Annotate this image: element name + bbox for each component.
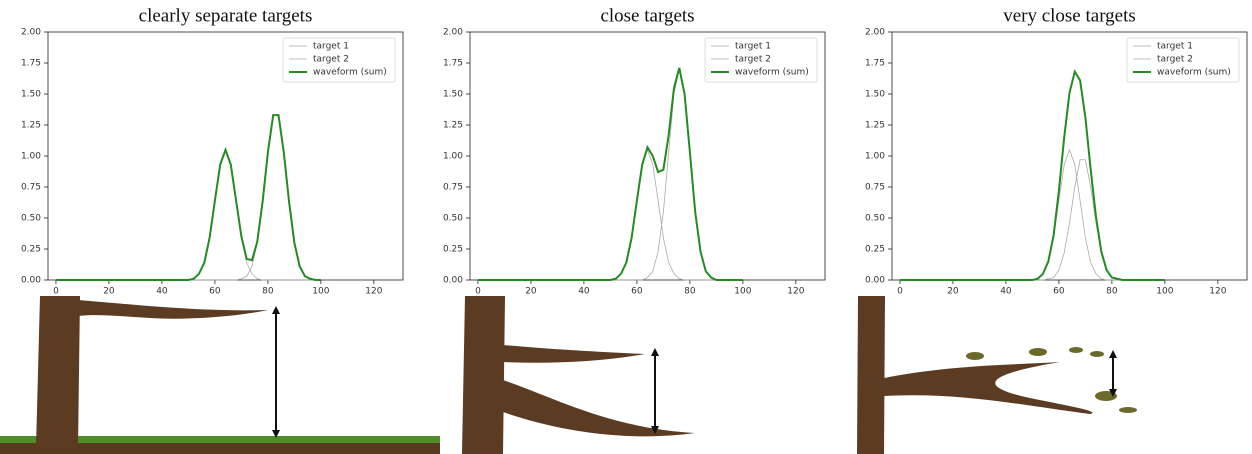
y-tick-label: 0.00 xyxy=(443,276,463,286)
leaf xyxy=(1069,347,1083,353)
x-tick-label: 80 xyxy=(684,287,696,297)
y-tick-label: 2.00 xyxy=(865,28,885,38)
chart: very close targets 0.00 0.25 0.50 0.75 1.00 1.… xyxy=(865,5,1248,297)
y-tick-label: 1.00 xyxy=(865,152,885,162)
legend-label: target 1 xyxy=(1157,42,1193,52)
x-tick-label: 0 xyxy=(53,287,59,297)
y-tick-label: 2.00 xyxy=(443,28,463,38)
illustration-close xyxy=(462,296,695,454)
leaf xyxy=(966,352,984,360)
y-tick-label: 1.25 xyxy=(21,121,41,131)
y-tick-label: 1.25 xyxy=(443,121,463,131)
x-tick-label: 80 xyxy=(262,287,274,297)
series-line xyxy=(899,159,1165,281)
series-line xyxy=(477,69,743,281)
x-tick-label: 0 xyxy=(897,287,903,297)
leaf xyxy=(1119,407,1137,413)
y-tick-label: 1.00 xyxy=(443,152,463,162)
illustration-separate xyxy=(0,296,440,454)
x-tick-label: 100 xyxy=(312,287,329,297)
y-tick-label: 0.00 xyxy=(21,276,41,286)
legend-label: target 2 xyxy=(313,55,349,65)
leaf xyxy=(1090,351,1104,357)
legend-label: waveform (sum) xyxy=(1157,68,1231,78)
x-tick-label: 120 xyxy=(1209,287,1226,297)
y-tick-label: 1.50 xyxy=(865,90,885,100)
x-tick-label: 120 xyxy=(365,287,382,297)
trunk xyxy=(36,296,80,448)
y-tick-label: 1.00 xyxy=(21,152,41,162)
legend-label: waveform (sum) xyxy=(735,68,809,78)
x-tick-label: 100 xyxy=(1156,287,1173,297)
branch xyxy=(78,300,268,319)
x-tick-label: 20 xyxy=(947,287,959,297)
y-tick-label: 2.00 xyxy=(21,28,41,38)
trunk xyxy=(857,296,885,454)
y-tick-label: 0.00 xyxy=(865,276,885,286)
x-tick-label: 40 xyxy=(578,287,590,297)
series-line xyxy=(477,67,743,281)
chart: close targets 0.00 0.25 0.50 0.75 1.00 1.25 1.5… xyxy=(443,5,826,297)
series-line xyxy=(899,148,1165,281)
x-tick-label: 20 xyxy=(103,287,115,297)
y-tick-label: 0.25 xyxy=(21,245,41,255)
y-tick-label: 0.50 xyxy=(865,214,885,224)
chart-title: clearly separate targets xyxy=(139,5,313,26)
y-tick-label: 0.50 xyxy=(21,214,41,224)
y-tick-label: 1.75 xyxy=(21,59,41,69)
x-tick-label: 40 xyxy=(156,287,168,297)
y-tick-label: 0.75 xyxy=(865,183,885,193)
legend-box xyxy=(282,37,396,83)
x-tick-label: 80 xyxy=(1106,287,1118,297)
legend-label: waveform (sum) xyxy=(313,68,387,78)
x-tick-label: 120 xyxy=(787,287,804,297)
illustration-very-close xyxy=(857,296,1137,454)
y-tick-label: 1.75 xyxy=(443,59,463,69)
chart-title: close targets xyxy=(600,5,694,26)
x-tick-label: 60 xyxy=(209,287,221,297)
x-tick-label: 60 xyxy=(631,287,643,297)
y-tick-label: 1.50 xyxy=(443,90,463,100)
y-tick-label: 0.75 xyxy=(443,183,463,193)
x-tick-label: 0 xyxy=(475,287,481,297)
y-tick-label: 0.25 xyxy=(443,245,463,255)
legend-box xyxy=(704,37,818,83)
y-tick-label: 1.25 xyxy=(865,121,885,131)
ground xyxy=(0,440,440,454)
y-tick-label: 1.75 xyxy=(865,59,885,69)
branch-upper xyxy=(503,345,645,363)
chart: clearly separate targets 0.00 0.25 0.50 0.75… xyxy=(21,5,404,297)
grass xyxy=(0,436,440,443)
legend-box xyxy=(1126,37,1240,83)
x-tick-label: 100 xyxy=(734,287,751,297)
leaf xyxy=(1029,348,1047,356)
y-tick-label: 0.25 xyxy=(865,245,885,255)
y-tick-label: 0.50 xyxy=(443,214,463,224)
y-tick-label: 0.75 xyxy=(21,183,41,193)
branch xyxy=(884,362,1093,414)
x-tick-label: 60 xyxy=(1053,287,1065,297)
x-tick-label: 20 xyxy=(525,287,537,297)
series-line xyxy=(899,69,1165,281)
legend-label: target 1 xyxy=(313,42,349,52)
chart-title: very close targets xyxy=(1003,5,1136,26)
series-line xyxy=(55,114,321,281)
y-tick-label: 1.50 xyxy=(21,90,41,100)
series-line xyxy=(55,148,321,281)
legend-label: target 2 xyxy=(735,55,771,65)
legend-label: target 1 xyxy=(735,42,771,52)
x-tick-label: 40 xyxy=(1000,287,1012,297)
trunk xyxy=(462,296,505,454)
legend-label: target 2 xyxy=(1157,55,1193,65)
branch-lower xyxy=(503,380,695,437)
